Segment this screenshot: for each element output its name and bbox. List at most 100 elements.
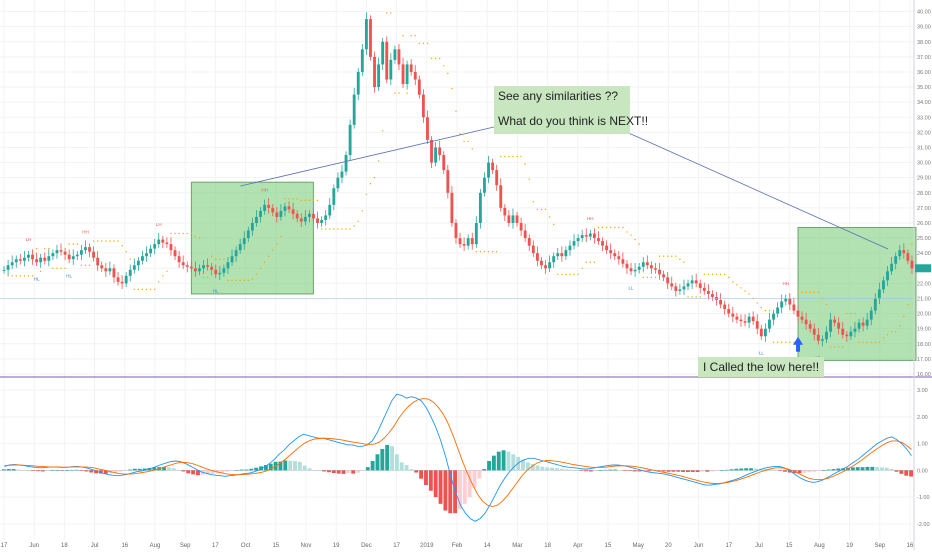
candle-body [409, 64, 413, 72]
candle-body [544, 265, 547, 269]
candle-body [678, 289, 682, 291]
price-axis-label: 18.00 [917, 342, 931, 348]
time-axis-label: 19 [846, 543, 853, 549]
candle-body [706, 290, 710, 294]
candle-body [442, 155, 446, 171]
histogram-bar [409, 469, 414, 471]
candle-body [682, 286, 686, 290]
trend-dot [532, 201, 535, 203]
histogram-bar [142, 468, 147, 471]
trend-dot [426, 42, 429, 44]
candle-body [405, 64, 409, 85]
candle-body [385, 41, 389, 80]
histogram-bar [559, 468, 564, 471]
trend-dot [251, 278, 254, 280]
histogram-bar [695, 470, 700, 472]
trend-dot [170, 232, 172, 235]
trend-dot [239, 279, 241, 282]
histogram-bar [637, 470, 642, 472]
trend-dot [723, 273, 726, 276]
candle-body [592, 233, 596, 239]
histogram-bar [171, 468, 176, 471]
trend-dot [585, 261, 587, 263]
trend-dot [850, 312, 852, 315]
trend-dot [7, 275, 9, 277]
histogram-bar [506, 451, 511, 471]
trend-dot [837, 346, 840, 348]
trend-dot [349, 228, 351, 230]
histogram-bar [521, 459, 525, 471]
trend-dot [886, 334, 889, 336]
candle-body [784, 298, 788, 302]
candle-body [92, 251, 96, 258]
candle-body [633, 269, 637, 272]
trend-dot [31, 275, 34, 277]
trend-dot [703, 273, 706, 276]
candle-body [430, 139, 433, 163]
histogram-bar [584, 470, 589, 472]
candle-body [2, 269, 6, 271]
histogram-bar [244, 469, 249, 471]
pivot-label-low: LL [759, 350, 765, 355]
candle-body [702, 287, 706, 291]
histogram-bar [603, 469, 608, 471]
candle-body [165, 242, 169, 245]
trend-dot [259, 267, 262, 269]
histogram-bar [181, 470, 186, 472]
candle-body [417, 79, 421, 95]
histogram-bar [205, 470, 210, 475]
candle-body [833, 319, 837, 323]
candle-body [564, 250, 568, 257]
pivot-label-high: LH [26, 237, 32, 242]
histogram-bar [530, 463, 535, 471]
histogram-bar [433, 470, 438, 498]
candle-body [495, 170, 499, 186]
histogram-bar [700, 470, 705, 472]
trend-dot [662, 255, 665, 257]
candle-body [104, 268, 108, 272]
histogram-bar [6, 469, 11, 471]
histogram-bar [870, 466, 875, 471]
candle-body [853, 328, 857, 332]
candle-body [242, 238, 246, 245]
candle-body [890, 263, 894, 272]
trend-dot [866, 341, 868, 343]
candle-body [597, 238, 600, 242]
trend-dot [198, 237, 201, 239]
candle-body [214, 269, 218, 275]
candle-body [601, 241, 604, 246]
histogram-bar [196, 470, 200, 476]
time-axis-label: 14 [484, 543, 491, 549]
candle-body [727, 309, 731, 314]
candle-body [548, 262, 552, 269]
candle-body [47, 256, 51, 261]
connector-line-past [240, 126, 495, 187]
candle-body [694, 280, 698, 284]
trend-dot [219, 258, 221, 260]
time-axis-label: Mar [512, 543, 522, 549]
trend-dot [52, 267, 54, 269]
trend-dot [223, 258, 225, 260]
macd-axis-label: 2.00 [917, 415, 928, 421]
candle-body [348, 124, 352, 156]
candle-body [88, 247, 91, 252]
candle-body [263, 204, 267, 211]
candle-body [413, 71, 417, 80]
trend-dot [500, 155, 502, 158]
candle-body [181, 262, 185, 266]
trend-dot [27, 275, 30, 277]
time-axis-label: 17 [212, 543, 219, 549]
candle-body [540, 260, 543, 266]
trend-dot [272, 249, 274, 251]
macd-axis-label: -2.00 [917, 522, 930, 528]
time-axis-label: Oct [241, 543, 251, 549]
candle-body [177, 256, 181, 263]
candle-body [438, 147, 442, 156]
trend-dot [675, 255, 677, 257]
histogram-bar [322, 470, 327, 472]
candle-body [759, 328, 763, 337]
candle-body [499, 185, 503, 208]
candle-body [735, 316, 739, 320]
candle-body [128, 269, 132, 276]
histogram-bar [909, 470, 914, 477]
